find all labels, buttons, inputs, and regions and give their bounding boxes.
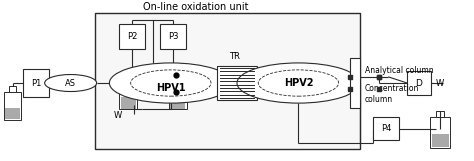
Bar [3,92,21,120]
Text: P2: P2 [127,32,137,41]
Text: Concentration
column: Concentration column [365,84,419,104]
Bar [121,97,136,109]
Bar [170,97,185,109]
Bar [437,111,444,117]
Bar [407,71,431,95]
Text: P3: P3 [168,32,178,41]
Text: On-line oxidation unit: On-line oxidation unit [143,2,248,12]
Bar [350,58,360,108]
Bar [169,81,187,109]
Bar [174,75,181,81]
Bar [23,69,49,97]
Bar [217,66,257,100]
Text: HPV2: HPV2 [284,78,313,88]
Text: HPV1: HPV1 [156,83,186,93]
Text: P1: P1 [31,79,41,88]
Text: D: D [416,79,422,88]
Circle shape [109,63,232,103]
Bar [373,117,399,140]
Bar [430,117,450,148]
Bar [95,14,360,149]
Bar [125,75,132,81]
Circle shape [237,63,360,103]
Bar [119,81,137,109]
Text: W: W [114,111,122,120]
Text: Analytical column: Analytical column [365,66,434,75]
Text: P4: P4 [381,124,391,133]
Text: AS: AS [65,79,76,88]
Text: TR: TR [229,52,240,61]
Bar [119,24,145,49]
Circle shape [45,75,97,91]
Bar [160,24,186,49]
Bar [5,108,20,119]
Text: W: W [436,79,444,88]
Bar [432,134,449,147]
Bar [9,86,16,92]
